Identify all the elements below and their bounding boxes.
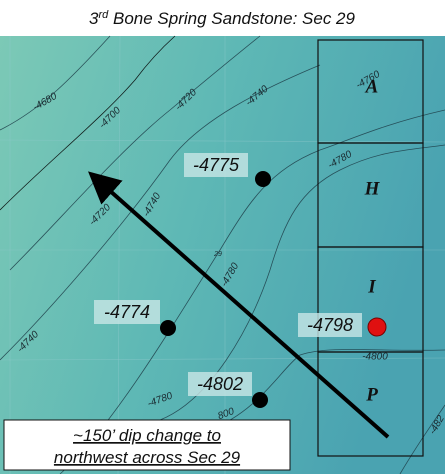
well-labels: -4775 -4774 -4802 -4798 bbox=[104, 155, 353, 394]
callout-line: ~150’ dip change to bbox=[73, 426, 221, 445]
well-depth: -4774 bbox=[104, 302, 150, 322]
well-depth: -4775 bbox=[193, 155, 240, 175]
dip-arrow bbox=[88, 171, 390, 439]
tract-label: A bbox=[365, 76, 379, 97]
tract-label: I bbox=[367, 276, 376, 297]
contour-label: -4800 bbox=[362, 352, 388, 363]
section-number: 29 bbox=[213, 251, 222, 258]
well-depth: -4798 bbox=[307, 315, 353, 335]
tract-boxes bbox=[317, 39, 424, 457]
tract-label: H bbox=[364, 178, 381, 199]
callout-box bbox=[3, 419, 291, 471]
map-background bbox=[0, 36, 445, 474]
wells bbox=[94, 153, 387, 408]
title-superscript: rd bbox=[99, 9, 110, 21]
tract-labels: A H I P bbox=[364, 76, 381, 405]
title-text: Bone Spring Sandstone: Sec 29 bbox=[108, 9, 355, 28]
title-number: 3 bbox=[89, 9, 99, 28]
callout-line: northwest across Sec 29 bbox=[54, 448, 241, 467]
tract-label: P bbox=[365, 384, 378, 405]
well-depth: -4802 bbox=[197, 374, 243, 394]
map-title: 3rd Bone Spring Sandstone: Sec 29 bbox=[89, 9, 355, 28]
